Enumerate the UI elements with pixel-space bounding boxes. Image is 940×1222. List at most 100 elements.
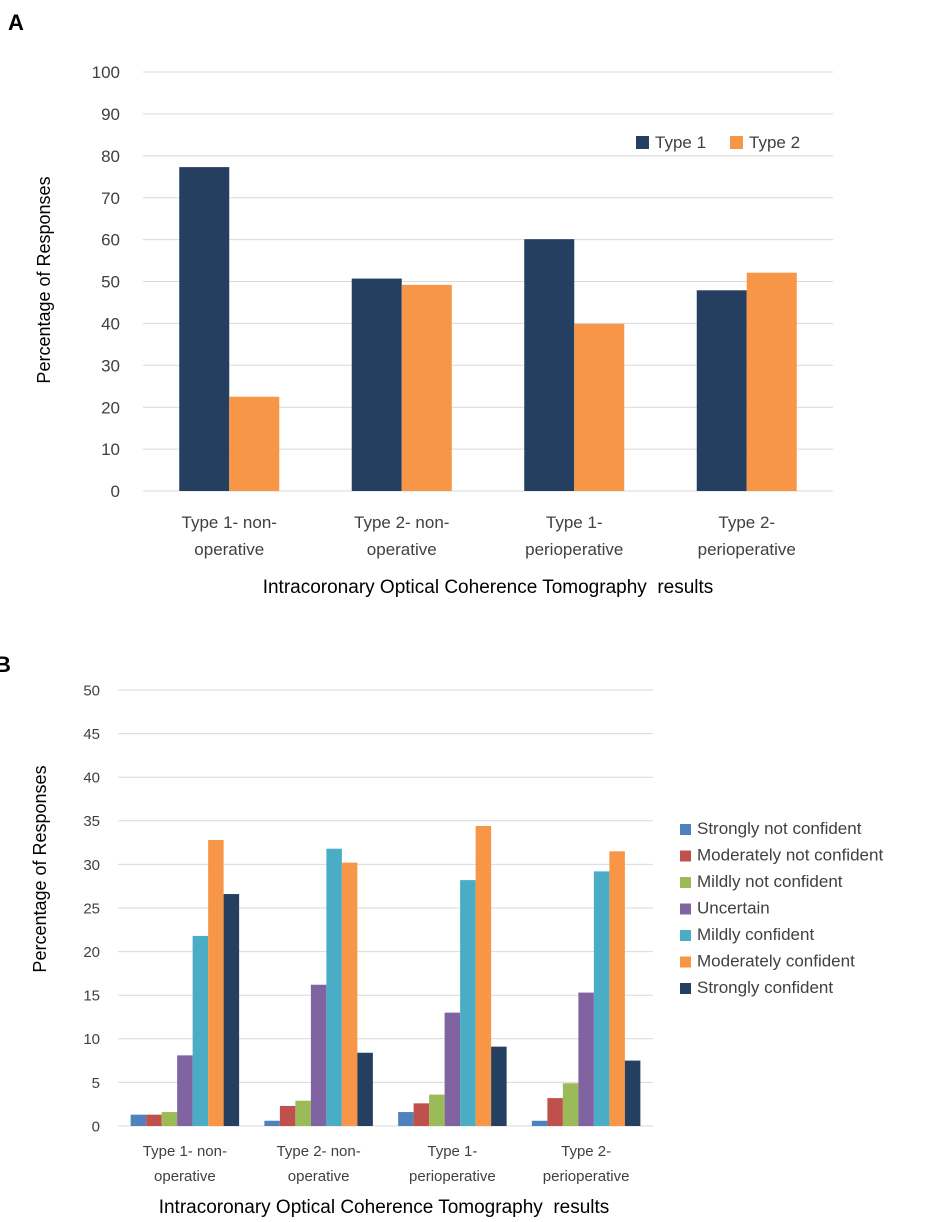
x-tick-label: Type 1- (427, 1143, 477, 1160)
x-tick-label: Type 1- non- (182, 513, 277, 532)
panel-b-letter: B (0, 652, 11, 677)
bar-strongly-confident (223, 894, 240, 1126)
y-tick-label: 40 (101, 315, 120, 334)
x-tick-label: perioperative (525, 540, 623, 559)
bar-moderately-not-confident (413, 1103, 430, 1126)
x-tick-label: Type 2- (718, 513, 775, 532)
bar-moderately-confident (208, 839, 224, 1126)
bar-strongly-confident (357, 1052, 373, 1126)
bar-uncertain (444, 1012, 461, 1126)
legend-label: Moderately not confident (697, 846, 883, 865)
legend-swatch (680, 956, 691, 968)
bar-moderately-not-confident (279, 1105, 296, 1126)
panel-a-y-axis-label: Percentage of Responses (34, 176, 54, 383)
legend-swatch (680, 850, 691, 862)
panel-a-x-tick-labels: Type 1- non-operative Type 2- non-operati… (182, 513, 796, 559)
bar-type-1 (179, 167, 230, 491)
bar-moderately-confident (475, 826, 492, 1126)
bar-mildly-confident (593, 871, 610, 1126)
panel-b-x-tick-labels: Type 1- non-operative Type 2- non-operati… (143, 1143, 630, 1185)
y-tick-label: 20 (83, 944, 100, 961)
panel-b-bars (130, 826, 641, 1126)
y-tick-label: 20 (101, 398, 120, 417)
bar-mildly-confident (192, 935, 209, 1126)
panel-b-y-tick-labels: 0 5 10 15 20 25 30 35 40 45 50 (83, 682, 100, 1135)
panel-b: B 0 5 10 15 20 25 30 35 40 45 50 Type 1- non-opera… (0, 652, 883, 1218)
y-tick-label: 70 (101, 189, 120, 208)
x-tick-label: perioperative (543, 1168, 630, 1185)
legend-label: Type 2 (749, 133, 800, 152)
legend-label: Mildly not confident (697, 872, 843, 891)
bar-moderately-not-confident (146, 1114, 162, 1126)
panel-a-letter: A (8, 10, 24, 35)
x-tick-label: Type 2- non- (354, 513, 449, 532)
x-tick-label: Type 2- non- (277, 1143, 361, 1160)
bar-type-1 (524, 239, 575, 491)
x-tick-label: Type 1- (546, 513, 603, 532)
bar-strongly-not-confident (130, 1114, 147, 1126)
bar-strongly-not-confident (531, 1120, 548, 1126)
bar-strongly-confident (491, 1046, 507, 1126)
y-tick-label: 40 (83, 770, 100, 787)
y-tick-label: 0 (92, 1118, 100, 1135)
panel-a-x-axis-label: Intracoronary Optical Coherence Tomograp… (263, 577, 714, 598)
x-tick-label: Type 2- (561, 1143, 611, 1160)
bar-mildly-confident (326, 848, 342, 1126)
y-tick-label: 100 (92, 63, 120, 82)
y-tick-label: 15 (83, 988, 100, 1005)
x-tick-label: operative (288, 1168, 350, 1185)
x-tick-label: perioperative (698, 540, 796, 559)
bar-uncertain (578, 992, 594, 1126)
x-tick-label: operative (367, 540, 437, 559)
legend-label: Moderately confident (697, 952, 855, 971)
legend-label: Strongly confident (697, 978, 833, 997)
legend-swatch (680, 903, 691, 915)
panel-a-bars (179, 167, 797, 491)
y-tick-label: 90 (101, 105, 120, 124)
legend-swatch (680, 877, 691, 888)
legend-label: Uncertain (697, 899, 770, 918)
y-tick-label: 80 (101, 147, 120, 166)
bar-type-2 (574, 323, 625, 491)
bar-type-2 (229, 396, 280, 491)
bar-uncertain (310, 984, 327, 1126)
panel-b-x-axis-label: Intracoronary Optical Coherence Tomograp… (159, 1197, 610, 1218)
x-tick-label: Type 1- non- (143, 1143, 227, 1160)
legend-swatch (680, 930, 691, 941)
legend-swatch (730, 136, 743, 149)
y-tick-label: 35 (83, 813, 100, 830)
legend-label: Strongly not confident (697, 819, 862, 838)
panel-b-legend: Strongly not confident Moderately not con… (680, 819, 883, 997)
bar-mildly-confident (460, 880, 476, 1126)
bar-strongly-not-confident (264, 1120, 280, 1126)
panel-a: A 0 10 20 30 40 50 60 70 80 90 100 Type 1- non-ope… (8, 10, 833, 598)
y-tick-label: 0 (111, 482, 120, 501)
y-tick-label: 10 (83, 1031, 100, 1048)
bar-strongly-not-confident (398, 1112, 414, 1126)
bar-type-1 (351, 278, 402, 491)
y-tick-label: 25 (83, 900, 100, 917)
bar-mildly-not-confident (161, 1112, 178, 1126)
bar-type-2 (401, 284, 452, 491)
x-tick-label: perioperative (409, 1168, 496, 1185)
y-tick-label: 10 (101, 440, 120, 459)
bar-mildly-not-confident (562, 1083, 579, 1126)
y-tick-label: 5 (92, 1075, 100, 1092)
bar-mildly-not-confident (429, 1094, 445, 1126)
legend-swatch (680, 824, 691, 835)
y-tick-label: 50 (83, 682, 100, 699)
y-tick-label: 45 (83, 726, 100, 743)
x-tick-label: operative (154, 1168, 216, 1185)
y-tick-label: 50 (101, 273, 120, 292)
y-tick-label: 30 (83, 857, 100, 874)
legend-swatch (636, 136, 649, 149)
y-tick-label: 60 (101, 231, 120, 250)
legend-label: Mildly confident (697, 925, 814, 944)
bar-type-1 (696, 290, 747, 491)
x-tick-label: operative (194, 540, 264, 559)
legend-label: Type 1 (655, 133, 706, 152)
panel-a-legend: Type 1 Type 2 (636, 133, 800, 152)
bar-moderately-confident (341, 862, 358, 1126)
bar-moderately-not-confident (547, 1098, 563, 1126)
